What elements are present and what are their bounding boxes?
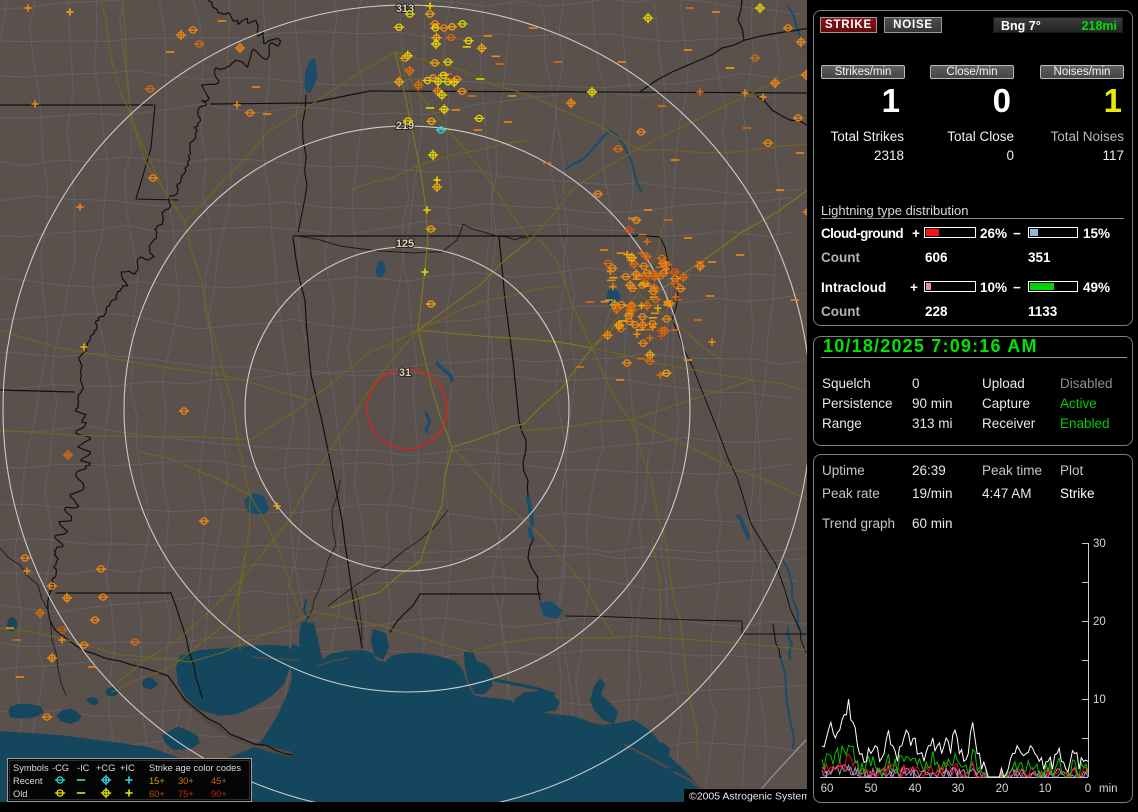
svg-text:60+: 60+ (149, 789, 165, 799)
svg-text:Strike age color codes: Strike age color codes (149, 763, 241, 773)
svg-text:30+: 30+ (178, 776, 194, 786)
svg-text:45+: 45+ (211, 776, 227, 786)
svg-text:Recent: Recent (13, 776, 43, 786)
svg-text:Symbols: Symbols (13, 763, 49, 773)
svg-text:-CG: -CG (52, 763, 69, 773)
svg-text:90+: 90+ (211, 789, 227, 799)
svg-text:-IC: -IC (77, 763, 90, 773)
svg-text:125: 125 (396, 238, 414, 250)
svg-text:219: 219 (396, 120, 414, 132)
svg-text:313: 313 (396, 3, 414, 15)
svg-text:+CG: +CG (96, 763, 115, 773)
svg-text:+IC: +IC (120, 763, 135, 773)
svg-text:©2005 Astrogenic Systems: ©2005 Astrogenic Systems (689, 791, 807, 803)
svg-text:31: 31 (399, 367, 411, 379)
svg-text:15+: 15+ (149, 776, 165, 786)
svg-text:Old: Old (13, 789, 27, 799)
svg-text:75+: 75+ (178, 789, 194, 799)
